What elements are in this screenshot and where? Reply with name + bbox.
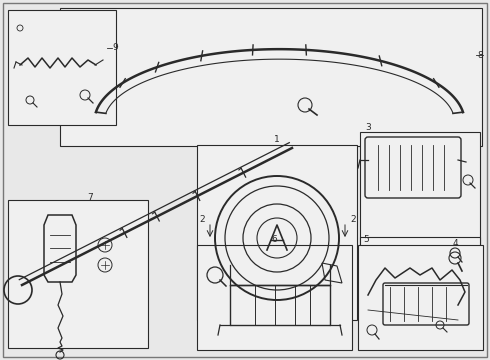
Text: 8: 8 [477, 50, 483, 59]
Text: 7: 7 [87, 193, 93, 202]
Text: 9: 9 [112, 44, 118, 53]
FancyBboxPatch shape [365, 137, 461, 198]
Bar [197, 245, 352, 350]
Text: 2: 2 [350, 216, 356, 225]
Text: 6: 6 [271, 235, 277, 244]
Bar [358, 245, 483, 350]
Bar [8, 10, 116, 125]
Bar [8, 200, 148, 348]
Bar [60, 8, 482, 146]
Text: 4: 4 [453, 238, 459, 248]
Bar [360, 132, 480, 307]
Text: 2: 2 [199, 216, 205, 225]
Bar [360, 237, 480, 347]
Bar [197, 145, 357, 320]
Text: 1: 1 [274, 135, 280, 144]
Text: 5: 5 [363, 235, 369, 244]
Text: 3: 3 [365, 122, 371, 131]
